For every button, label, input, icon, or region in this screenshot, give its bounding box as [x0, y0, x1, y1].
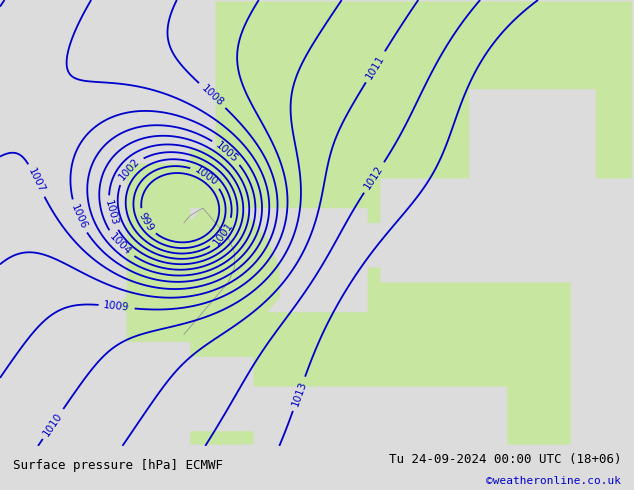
Text: 1005: 1005 [214, 140, 240, 164]
Text: 1006: 1006 [68, 202, 88, 231]
Polygon shape [127, 193, 279, 327]
Text: Surface pressure [hPa] ECMWF: Surface pressure [hPa] ECMWF [13, 459, 223, 472]
Text: 1007: 1007 [26, 167, 47, 195]
Text: 1013: 1013 [290, 380, 308, 408]
Text: 999: 999 [137, 211, 155, 233]
Text: 1011: 1011 [364, 53, 387, 81]
Text: 1012: 1012 [363, 164, 385, 191]
Text: 1009: 1009 [103, 300, 130, 313]
Text: 1003: 1003 [103, 199, 119, 227]
Text: 1000: 1000 [193, 164, 220, 188]
Polygon shape [120, 290, 165, 312]
Text: 1001: 1001 [212, 220, 235, 247]
Text: 1008: 1008 [199, 83, 225, 108]
Text: 1002: 1002 [117, 156, 142, 183]
Text: 1004: 1004 [108, 232, 133, 257]
Text: 1010: 1010 [41, 410, 65, 438]
Text: ©weatheronline.co.uk: ©weatheronline.co.uk [486, 476, 621, 486]
Text: Tu 24-09-2024 00:00 UTC (18+06): Tu 24-09-2024 00:00 UTC (18+06) [389, 453, 621, 466]
